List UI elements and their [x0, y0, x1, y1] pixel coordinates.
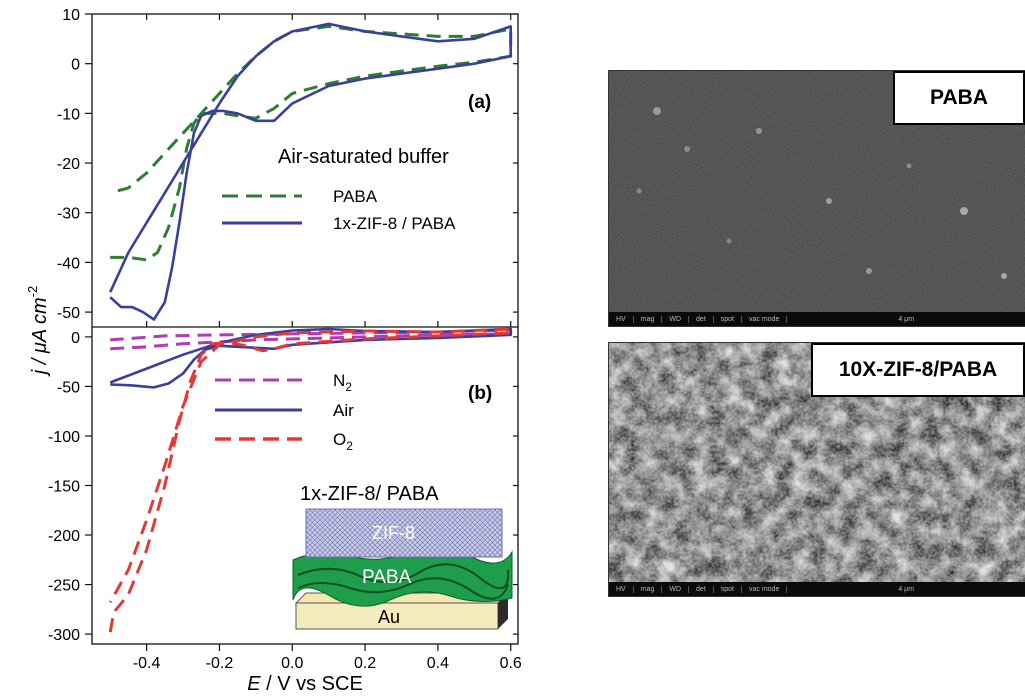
legend-paba: PABA: [333, 187, 378, 206]
zif8-layer-label: ZIF-8: [372, 523, 415, 543]
panel-a-label: (a): [468, 92, 491, 113]
condition-label: Air-saturated buffer: [278, 146, 449, 168]
x-tick-label: 0.4: [427, 655, 449, 672]
au-layer-label: Au: [378, 607, 400, 627]
y-tick-label: -40: [57, 255, 80, 272]
plot-frame: [91, 13, 519, 645]
y-tick-label: -50: [57, 379, 80, 396]
paba-layer-label: PABA: [362, 567, 412, 588]
sem-label-zif8: 10X-ZIF-8/PABA: [811, 343, 1025, 397]
legend-o2: O2: [333, 430, 353, 453]
panel-b-label: (b): [468, 383, 492, 404]
y-tick-label: -250: [48, 578, 80, 595]
panel-a-ticks: 10 0 -10 -20 -30 -40 -50: [57, 7, 518, 322]
x-tick-label: 0.2: [354, 655, 376, 672]
y-tick-label: -100: [48, 429, 80, 446]
sem-label-paba: PABA: [893, 71, 1025, 125]
sem-image-zif8: 10X-ZIF-8/PABA HV mag WD det spot vac mode 4 μ…: [608, 342, 1025, 597]
x-tick-label: 0.0: [281, 655, 303, 672]
x-tick-label: -0.2: [206, 655, 234, 672]
series-a-1x-zif-8-paba: [109, 22, 512, 321]
paba-layer: [292, 546, 513, 607]
y-tick-label: 10: [62, 7, 80, 24]
x-tick-label: -0.4: [133, 655, 161, 672]
x-tick-label: 0.6: [500, 655, 522, 672]
y-tick-label: -300: [48, 627, 80, 644]
series-b-o2: [108, 327, 513, 633]
y-tick-label: -150: [48, 479, 80, 496]
y-tick-label: 0: [71, 330, 80, 347]
series-a-paba: [109, 24, 513, 262]
panel-a-series: [109, 22, 513, 321]
y-axis-label: j / μA cm-2: [25, 286, 51, 377]
y-tick-label: -20: [57, 156, 80, 173]
electrode-schematic-inset: 1x-ZIF-8/ PABA Au PABA ZIF-8: [292, 483, 513, 630]
panel-b-series: [108, 327, 513, 633]
sem-info-bar-paba: HV mag WD det spot vac mode 4 μm: [609, 312, 1025, 326]
au-layer: [295, 602, 499, 630]
legend-zif: 1x-ZIF-8 / PABA: [333, 214, 456, 233]
y-tick-label: -30: [57, 206, 80, 223]
x-axis-label: E / V vs SCE: [247, 673, 363, 695]
legend-n2: N2: [333, 371, 352, 394]
sem-image-paba: PABA HV mag WD det spot vac mode 4 μm: [608, 70, 1025, 327]
y-tick-label: -200: [48, 528, 80, 545]
legend-air: Air: [333, 401, 354, 420]
y-tick-label: 0: [71, 57, 80, 74]
y-tick-label: -10: [57, 106, 80, 123]
sem-info-bar-zif8: HV mag WD det spot vac mode 4 μm: [609, 582, 1025, 596]
panel-b-ticks: 0-50-100-150-200-250-300-0.4 -0.2 0.0 0.2 0.…: [48, 14, 522, 672]
inset-title: 1x-ZIF-8/ PABA: [300, 483, 439, 505]
zif8-layer: [305, 508, 503, 558]
y-tick-label: -50: [57, 305, 80, 322]
